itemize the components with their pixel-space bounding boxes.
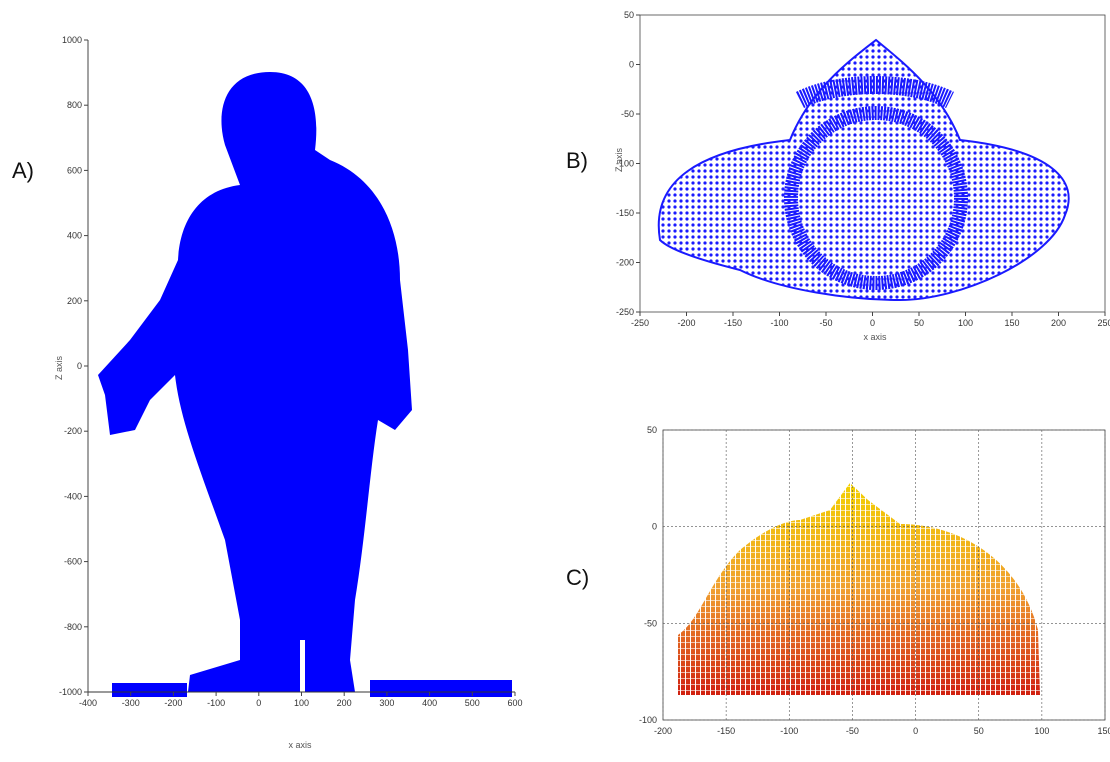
x-tick-label: 50: [914, 318, 924, 328]
x-tick-label: 150: [1097, 726, 1110, 736]
x-tick-label: -300: [122, 698, 140, 708]
x-tick-label: 200: [337, 698, 352, 708]
y-tick-label: 600: [67, 165, 82, 175]
y-tick-label: 200: [67, 296, 82, 306]
y-tick-label: -100: [639, 715, 657, 725]
panel-label: B): [566, 148, 588, 173]
y-tick-label: -200: [64, 426, 82, 436]
x-tick-label: 0: [256, 698, 261, 708]
x-tick-label: -200: [654, 726, 672, 736]
y-tick-label: -150: [616, 208, 634, 218]
x-axis-label: x axis: [288, 740, 312, 750]
x-tick-label: -200: [164, 698, 182, 708]
y-tick-label: -50: [621, 109, 634, 119]
y-tick-label: 0: [652, 522, 657, 532]
x-tick-label: -100: [207, 698, 225, 708]
x-tick-label: 100: [1034, 726, 1049, 736]
x-tick-label: 0: [870, 318, 875, 328]
axes: A)-400 -300 -200 -100 0 100 200 300 400 500 600100…: [12, 10, 1110, 750]
y-tick-label: -1000: [59, 687, 82, 697]
x-tick-label: 100: [294, 698, 309, 708]
x-tick-label: -100: [780, 726, 798, 736]
y-tick-label: -400: [64, 491, 82, 501]
face-mesh: [678, 483, 1040, 695]
body-silhouette: [88, 72, 515, 697]
y-tick-label: 400: [67, 231, 82, 241]
y-tick-label: -250: [616, 307, 634, 317]
x-axis-label: x axis: [863, 332, 887, 342]
x-tick-label: 300: [379, 698, 394, 708]
y-tick-label: 1000: [62, 35, 82, 45]
y-tick-label: 0: [629, 60, 634, 70]
x-tick-label: 150: [1004, 318, 1019, 328]
panel-label: C): [566, 565, 589, 590]
x-tick-label: 500: [465, 698, 480, 708]
x-tick-label: 400: [422, 698, 437, 708]
x-tick-label: 0: [913, 726, 918, 736]
x-tick-label: -250: [631, 318, 649, 328]
y-tick-label: -800: [64, 622, 82, 632]
x-tick-label: -400: [79, 698, 97, 708]
y-tick-label: -600: [64, 557, 82, 567]
y-tick-label: -200: [616, 258, 634, 268]
x-tick-label: 100: [958, 318, 973, 328]
x-tick-label: -150: [717, 726, 735, 736]
x-tick-label: 50: [974, 726, 984, 736]
y-tick-label: -100: [616, 159, 634, 169]
x-tick-label: -200: [677, 318, 695, 328]
y-tick-label: 50: [624, 10, 634, 20]
head-point-cloud: [657, 38, 1070, 302]
y-tick-label: 0: [77, 361, 82, 371]
x-tick-label: -50: [819, 318, 832, 328]
x-tick-label: -50: [846, 726, 859, 736]
y-axis-label: Z axis: [614, 148, 624, 173]
x-tick-label: 200: [1051, 318, 1066, 328]
y-axis-label: Z axis: [54, 356, 64, 381]
panel-label: A): [12, 158, 34, 183]
y-tick-label: 800: [67, 100, 82, 110]
x-tick-label: -150: [724, 318, 742, 328]
x-tick-label: 250: [1097, 318, 1110, 328]
x-tick-label: 600: [507, 698, 522, 708]
y-tick-label: 50: [647, 425, 657, 435]
x-tick-label: -100: [770, 318, 788, 328]
y-tick-label: -50: [644, 618, 657, 628]
